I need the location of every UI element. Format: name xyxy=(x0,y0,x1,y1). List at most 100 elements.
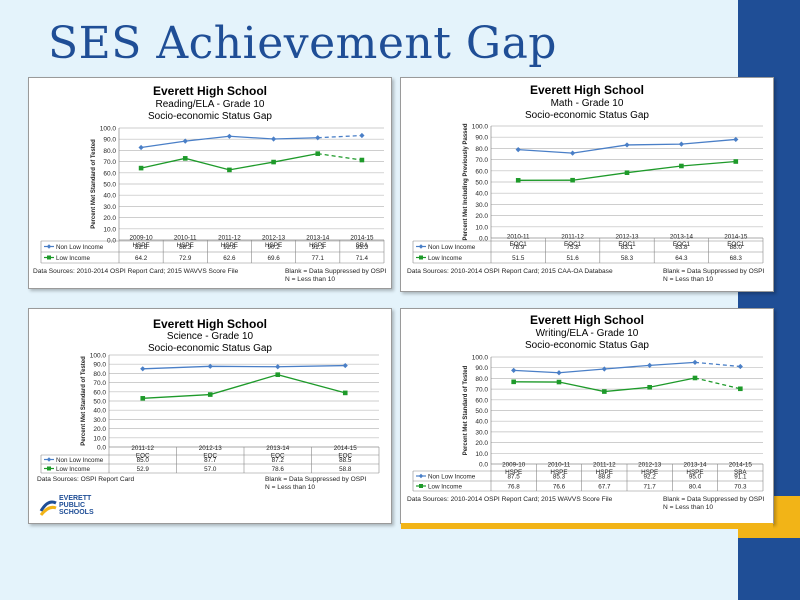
x-tick-label: EOC xyxy=(203,453,217,460)
x-tick-label: 2010-11 xyxy=(507,234,530,241)
x-tick-label: 2012-13 xyxy=(199,445,223,452)
series-line-dashed xyxy=(317,134,362,139)
data-point xyxy=(226,133,233,139)
data-value-label: 88.3 xyxy=(179,244,192,251)
data-value-label: 58.8 xyxy=(339,466,352,473)
x-tick-label: EOC1 xyxy=(618,241,636,248)
data-point xyxy=(227,167,232,173)
legend-label: Low Income xyxy=(56,255,90,262)
y-tick-label: 40.0 xyxy=(103,193,116,200)
data-point xyxy=(692,359,698,365)
data-value-label: 83.8 xyxy=(675,244,688,251)
data-value-label: 52.9 xyxy=(137,466,150,473)
panel-source-note: Data Sources: OSPI Report Card xyxy=(37,476,135,483)
logo-line: SCHOOLS xyxy=(59,509,94,516)
y-axis-title: Percent Met Including Previously Passed xyxy=(463,123,469,240)
logo-line: PUBLIC xyxy=(59,502,86,509)
data-point xyxy=(624,142,630,148)
panel-blank-note: Blank = Data Suppressed by OSPI xyxy=(663,496,765,503)
panel-gap-label: Socio-economic Status Gap xyxy=(148,343,272,354)
x-tick-label: 2009-10 xyxy=(502,462,526,469)
data-point xyxy=(511,367,517,373)
data-point xyxy=(679,163,684,169)
data-value-label: 71.7 xyxy=(644,483,657,490)
data-value-label: 91.1 xyxy=(734,473,747,480)
y-tick-label: 80.0 xyxy=(103,148,116,155)
y-tick-label: 20.0 xyxy=(93,426,106,433)
legend-swatch-marker xyxy=(47,255,51,260)
data-point xyxy=(647,384,652,390)
data-point xyxy=(601,366,607,372)
legend-label: Non Low Income xyxy=(56,244,104,251)
y-tick-label: 0.0 xyxy=(479,236,488,243)
data-value-label: 76.8 xyxy=(508,483,521,490)
x-tick-label: HSPE xyxy=(265,242,282,249)
data-value-label: 90.2 xyxy=(267,244,280,251)
x-tick-label: EOC xyxy=(271,453,285,460)
y-tick-label: 90.0 xyxy=(103,137,116,144)
y-tick-label: 0.0 xyxy=(479,462,488,469)
logo-line: EVERETT xyxy=(59,495,92,502)
legend-label: Non Low Income xyxy=(56,457,104,464)
data-point xyxy=(556,379,562,385)
data-point xyxy=(138,144,144,151)
data-point xyxy=(602,389,607,394)
panel-blank-note: Blank = Data Suppressed by OSPI xyxy=(285,268,387,275)
y-tick-label: 100.0 xyxy=(90,353,107,360)
y-tick-label: 70.0 xyxy=(475,157,488,164)
data-value-label: 75.8 xyxy=(566,244,579,251)
panel-source-note: Data Sources: 2010-2014 OSPI Report Card… xyxy=(407,496,613,503)
x-tick-label: 2013-14 xyxy=(306,235,330,242)
legend-swatch-marker xyxy=(419,255,423,260)
x-tick-label: HSPE xyxy=(596,469,613,476)
x-tick-label: HSPE xyxy=(550,469,567,476)
x-tick-label: 2009-10 xyxy=(130,235,154,242)
data-point xyxy=(738,386,743,392)
y-tick-label: 100.0 xyxy=(472,355,489,362)
y-tick-label: 40.0 xyxy=(93,408,106,415)
data-value-label: 95.0 xyxy=(689,473,702,480)
x-tick-label: 2013-14 xyxy=(670,234,694,241)
data-value-label: 80.4 xyxy=(689,483,702,490)
data-value-label: 62.6 xyxy=(223,255,236,262)
legend-label: Non Low Income xyxy=(428,244,476,251)
science-chart-panel: Everett High School Science - Grade 10 S… xyxy=(28,308,392,524)
y-tick-label: 50.0 xyxy=(93,399,106,406)
x-tick-label: 2012-13 xyxy=(638,462,662,469)
logo-mark-icon xyxy=(39,500,57,516)
data-value-label: 92.2 xyxy=(644,473,657,480)
y-tick-label: 10.0 xyxy=(103,226,116,233)
panel-n-note: N = Less than 10 xyxy=(265,484,316,491)
data-value-label: 88.5 xyxy=(339,457,352,464)
data-value-label: 88.8 xyxy=(598,473,611,480)
panel-subject: Science - Grade 10 xyxy=(166,331,254,342)
x-tick-label: SBA xyxy=(734,469,747,476)
data-value-label: 78.6 xyxy=(272,466,285,473)
x-tick-label: 2014-15 xyxy=(729,462,753,469)
data-point xyxy=(678,141,684,147)
data-value-label: 57.0 xyxy=(204,466,217,473)
y-tick-label: 20.0 xyxy=(475,213,488,220)
x-tick-label: 2014-15 xyxy=(350,235,374,242)
data-point xyxy=(140,396,146,401)
y-tick-label: 80.0 xyxy=(475,146,488,153)
data-point xyxy=(275,372,281,377)
y-tick-label: 70.0 xyxy=(103,159,116,166)
data-point xyxy=(270,136,277,142)
data-value-label: 85.3 xyxy=(553,473,566,480)
y-tick-label: 30.0 xyxy=(93,417,106,424)
panel-gap-label: Socio-economic Status Gap xyxy=(148,111,272,122)
panel-blank-note: Blank = Data Suppressed by OSPI xyxy=(265,476,367,483)
panel-accent-bar xyxy=(401,523,773,529)
legend-label: Low Income xyxy=(428,483,462,490)
data-value-label: 92.6 xyxy=(223,244,236,251)
legend-label: Non Low Income xyxy=(428,473,476,480)
data-point xyxy=(207,392,213,397)
data-point xyxy=(556,370,562,376)
y-tick-label: 50.0 xyxy=(475,408,488,415)
y-axis-title: Percent Met Standard of Tested xyxy=(463,365,469,455)
data-value-label: 93.3 xyxy=(356,244,369,251)
data-value-label: 87.7 xyxy=(204,457,217,464)
slide-title: SES Achievement Gap xyxy=(48,18,557,69)
data-value-label: 58.3 xyxy=(621,255,634,262)
